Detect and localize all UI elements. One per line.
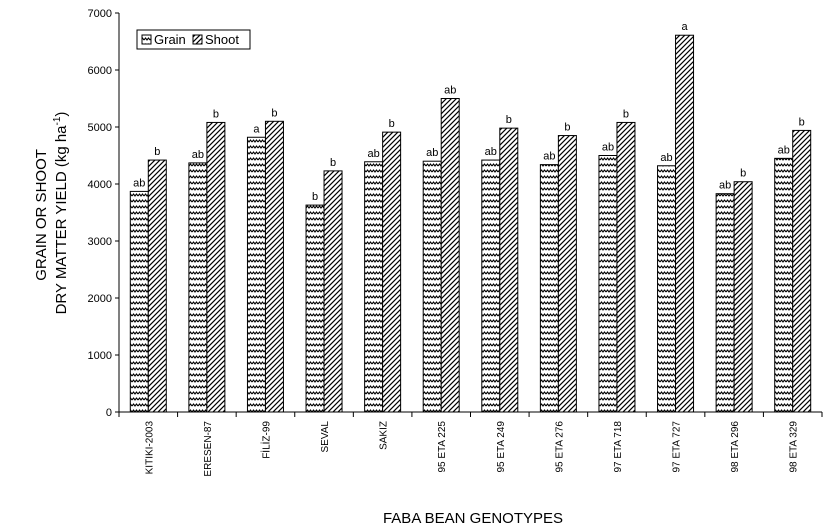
y-axis-title-superscript: -1 [52, 116, 63, 125]
bar-label-shoot: b [330, 157, 336, 169]
bar-grain [774, 157, 794, 413]
bar-grain [246, 136, 266, 413]
bar-shoot [792, 129, 812, 413]
bar-label-shoot: b [740, 168, 746, 180]
bar-label-grain: ab [133, 177, 145, 189]
bar-grain [481, 159, 501, 413]
bar-grain [422, 160, 442, 413]
x-tick-label: 98 ETA 296 [730, 421, 741, 473]
bar-label-grain: b [312, 191, 318, 203]
x-tick-label: ERESEN-87 [203, 421, 214, 477]
x-tick-label: KITIKI-2003 [144, 421, 155, 475]
bar-label-grain: ab [719, 180, 731, 192]
y-tick-label: 6000 [88, 65, 112, 77]
bar-label-grain: ab [778, 144, 790, 156]
bar-label-shoot: ab [444, 85, 456, 97]
x-tick-label: 97 ETA 718 [613, 421, 624, 473]
bar-grain [129, 190, 149, 413]
bar-label-shoot: b [799, 116, 805, 128]
bar-shoot [206, 121, 226, 413]
plot-area: 01000200030004000500060007000abbKITIKI-2… [88, 8, 823, 477]
bar-grain [364, 161, 384, 413]
y-tick-label: 3000 [88, 236, 112, 248]
legend: Grain Shoot [136, 29, 251, 50]
bar-label-shoot: b [506, 114, 512, 126]
bar-label-grain: ab [543, 151, 555, 163]
legend-label-grain: Grain [154, 32, 186, 47]
bar-grain [188, 162, 208, 413]
bar-grain [598, 155, 618, 413]
bar-label-grain: ab [368, 148, 380, 160]
x-tick-label: SAKIZ [379, 421, 390, 450]
bar-label-grain: ab [192, 149, 204, 161]
legend-swatch-grain [141, 34, 152, 45]
x-tick-label: 98 ETA 329 [789, 421, 800, 473]
y-tick-label: 1000 [88, 350, 112, 362]
x-tick-label: 95 ETA 225 [437, 421, 448, 473]
bar-shoot [323, 170, 343, 413]
y-axis-title-line1: GRAIN OR SHOOT [33, 149, 50, 281]
bar-label-grain: ab [426, 147, 438, 159]
bar-label-grain: a [253, 123, 260, 135]
bar-label-shoot: b [564, 122, 570, 134]
bar-shoot [440, 98, 460, 413]
x-tick-label: 97 ETA 727 [672, 421, 683, 473]
y-tick-label: 7000 [88, 8, 112, 20]
x-tick-label: SEVAL [320, 421, 331, 453]
bar-label-grain: ab [485, 146, 497, 158]
bar-label-shoot: b [271, 107, 277, 119]
bar-shoot [382, 131, 402, 413]
y-axis-title: GRAIN OR SHOOT DRY MATTER YIELD (kg ha-1… [33, 112, 70, 315]
legend-label-shoot: Shoot [205, 32, 239, 47]
y-axis-title-close: ) [53, 112, 70, 117]
bar-grain [715, 193, 735, 413]
bar-grain [539, 164, 559, 413]
bar-label-shoot: a [681, 21, 688, 33]
bar-shoot [616, 121, 636, 413]
bar-shoot [147, 159, 167, 413]
bar-shoot [264, 120, 284, 413]
bar-grain [305, 204, 325, 413]
bar-grain [657, 165, 677, 413]
y-axis-title-line2: DRY MATTER YIELD (kg ha [53, 125, 70, 315]
legend-swatch-shoot [192, 34, 203, 45]
x-tick-label: 95 ETA 249 [496, 421, 507, 473]
bar-label-grain: ab [660, 152, 672, 164]
x-tick-label: FİLİZ-99 [259, 421, 272, 459]
bar-shoot [675, 34, 695, 413]
x-axis-title: FABA BEAN GENOTYPES [383, 510, 563, 527]
bar-shoot [499, 127, 519, 413]
y-tick-label: 2000 [88, 293, 112, 305]
bar-label-shoot: b [389, 118, 395, 130]
x-tick-label: 95 ETA 276 [554, 421, 565, 473]
bar-label-shoot: b [623, 108, 629, 120]
bar-shoot [557, 135, 577, 413]
bar-label-grain: ab [602, 142, 614, 154]
y-tick-label: 5000 [88, 122, 112, 134]
y-tick-label: 0 [106, 407, 112, 419]
y-tick-label: 4000 [88, 179, 112, 191]
bar-label-shoot: b [154, 146, 160, 158]
bar-shoot [733, 181, 753, 413]
bar-label-shoot: b [213, 108, 219, 120]
